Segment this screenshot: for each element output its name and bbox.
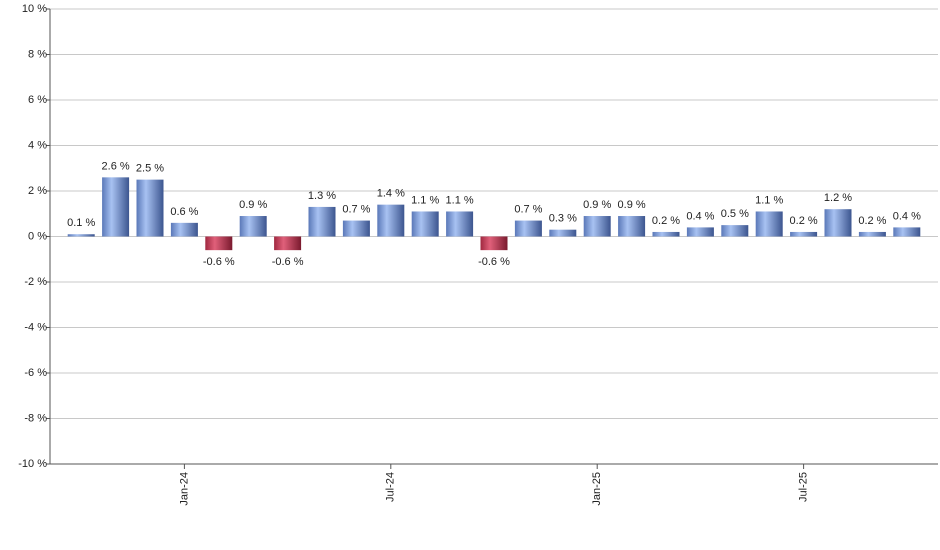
value-label: -0.6 % [272,256,304,268]
x-tick-label: Jul-24 [385,472,397,502]
bar [858,231,886,237]
y-tick-label: -10 % [18,458,47,470]
value-label: 2.6 % [102,160,130,172]
value-label: 0.7 % [514,203,542,215]
value-label: 1.1 % [411,194,439,206]
bar [514,220,542,237]
value-label: 1.4 % [377,188,405,200]
bar [583,216,611,237]
value-label: 2.5 % [136,163,164,175]
value-label: 0.6 % [170,206,198,218]
y-tick-label: -2 % [24,276,47,288]
value-label: -0.6 % [478,256,510,268]
bar [893,227,921,237]
value-label: 0.2 % [858,215,886,227]
y-tick-label: 6 % [28,94,47,106]
y-tick-label: 10 % [22,3,47,15]
bar [549,229,577,237]
value-label: 0.4 % [893,210,921,222]
bar [652,231,680,237]
bar [274,236,302,251]
bar [480,236,508,251]
y-tick-label: -4 % [24,321,47,333]
bar [411,211,439,237]
bar [686,227,714,237]
bar [342,220,370,237]
value-label: 0.2 % [652,215,680,227]
value-label: 0.9 % [618,199,646,211]
bar [136,179,164,237]
y-tick-label: 8 % [28,48,47,60]
value-label: 0.9 % [583,199,611,211]
bar [721,225,749,237]
value-label: 0.3 % [549,213,577,225]
bar [205,236,233,251]
bar [308,206,336,237]
bar [239,216,267,237]
x-tick-label: Jan-24 [178,472,190,506]
bar [618,216,646,237]
bar [755,211,783,237]
value-label: 1.2 % [824,192,852,204]
bar [102,177,130,237]
value-label: 0.1 % [67,217,95,229]
bar [446,211,474,237]
value-label: 1.1 % [446,194,474,206]
y-tick-label: 0 % [28,230,47,242]
value-label: 1.1 % [755,194,783,206]
y-tick-label: -6 % [24,367,47,379]
bar [67,234,95,237]
value-label: 0.7 % [342,203,370,215]
value-label: 1.3 % [308,190,336,202]
y-tick-label: -8 % [24,412,47,424]
y-tick-label: 4 % [28,139,47,151]
bar [824,209,852,237]
value-label: -0.6 % [203,256,235,268]
bar [170,222,198,237]
value-label: 0.9 % [239,199,267,211]
x-tick-label: Jan-25 [591,472,603,506]
value-label: 0.5 % [721,208,749,220]
x-tick-label: Jul-25 [798,472,810,502]
bar [377,204,405,237]
y-tick-label: 2 % [28,185,47,197]
value-label: 0.2 % [790,215,818,227]
bar [790,231,818,237]
value-label: 0.4 % [686,210,714,222]
